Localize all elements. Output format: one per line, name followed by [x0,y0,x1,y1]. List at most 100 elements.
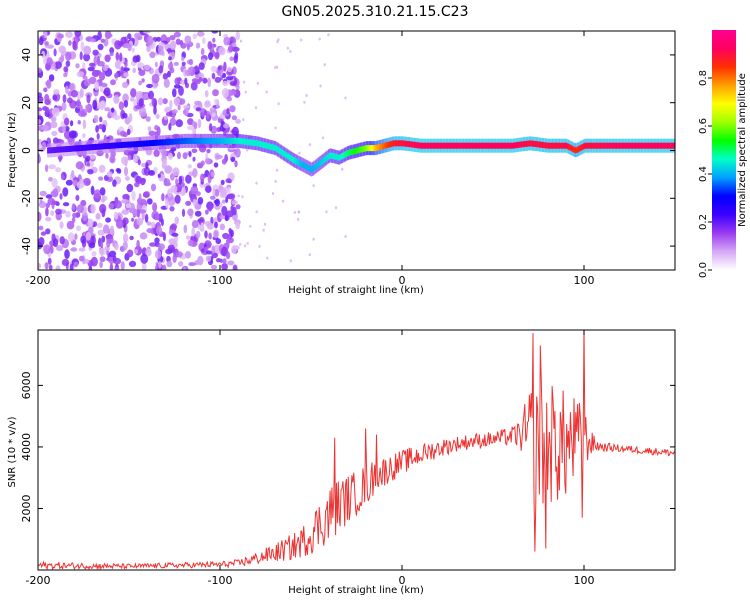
heatmap-cell [451,142,454,149]
heatmap-cell [336,154,339,161]
heatmap-speckle [68,40,72,46]
heatmap-speckle [104,33,113,38]
heatmap-speckle [61,102,67,111]
heatmap-speckle [136,239,140,250]
heatmap-cell [597,142,600,149]
heatmap-speckle [171,109,178,114]
heatmap-speckle [228,89,237,96]
heatmap-speckle [74,31,82,38]
heatmap-cell [303,162,306,169]
heatmap-speckle [75,63,80,69]
heatmap-cell [636,142,639,149]
heatmap-speckle [184,77,188,85]
heatmap-cell [418,142,421,149]
heatmap-speckle [213,230,219,239]
heatmap-speckle [219,258,223,263]
heatmap-speckle [211,72,216,80]
heatmap-speckle [249,224,252,228]
heatmap-speckle [192,198,197,206]
heatmap-speckle [62,125,66,134]
heatmap-speckle [222,80,229,86]
heatmap-speckle [196,31,205,37]
heatmap-cell [641,142,643,149]
heatmap-speckle [168,201,173,207]
heatmap-speckle [52,238,59,248]
heatmap-speckle [50,210,55,217]
heatmap-speckle [55,167,61,173]
heatmap-cell [561,142,563,149]
heatmap-speckle [43,87,48,93]
heatmap-cell [479,142,482,149]
heatmap-speckle [177,151,181,160]
heatmap-speckle [46,44,54,49]
colorbar-tick-label: 0.2 [698,214,709,230]
heatmap-speckle [226,107,230,115]
heatmap-cell [540,141,543,148]
heatmap-cell [584,142,587,149]
heatmap-cell [224,137,227,144]
heatmap-speckle [48,177,53,182]
heatmap-speckle [188,58,194,66]
heatmap-speckle [221,158,227,165]
heatmap-speckle [54,61,62,69]
heatmap-speckle [67,232,75,242]
heatmap-cell [472,142,475,149]
heatmap-cell [135,141,138,148]
heatmap-speckle [93,189,101,199]
heatmap-speckle [149,51,156,59]
heatmap-cell [422,142,425,149]
heatmap-speckle [197,255,204,266]
heatmap-speckle [186,235,191,240]
heatmap-speckle [162,73,169,80]
heatmap-speckle [195,42,201,49]
heatmap-speckle [150,183,157,192]
heatmap-cell [600,142,603,149]
heatmap-speckle [344,235,347,238]
heatmap-cell [406,141,409,147]
heatmap-speckle [192,156,196,162]
heatmap-cell [141,140,144,147]
heatmap-speckle [142,31,151,34]
heatmap-speckle [145,116,151,122]
heatmap-cell [86,144,89,151]
heatmap-speckle [127,154,132,161]
heatmap-speckle [115,52,120,61]
heatmap-cell [258,140,260,147]
heatmap-cell [262,142,265,148]
colorbar-tick-label: 0.4 [698,166,709,182]
heatmap-cell [556,142,559,149]
heatmap-speckle [210,171,215,178]
heatmap-cell [52,147,55,154]
heatmap-cell [79,145,81,152]
heatmap-cell [291,156,294,163]
heatmap-cell [657,142,659,149]
heatmap-cell [301,161,304,168]
heatmap-speckle [52,188,59,198]
heatmap-speckle [56,245,64,252]
heatmap-speckle [111,107,115,113]
heatmap-speckle [90,38,96,43]
heatmap-cell [355,147,358,154]
heatmap-cell [109,142,112,149]
heatmap-cell [425,142,428,149]
heatmap-speckle [341,167,344,171]
heatmap-speckle [100,100,107,109]
heatmap-speckle [163,78,170,88]
heatmap-speckle [145,248,152,257]
heatmap-speckle [169,35,176,41]
heatmap-cell [542,142,544,148]
heatmap-cell [411,141,413,148]
heatmap-cell [163,139,166,146]
heatmap-cell [175,138,177,145]
heatmap-speckle [59,236,65,245]
heatmap-cell [221,137,224,144]
heatmap-speckle [214,221,218,229]
heatmap-speckle [210,264,218,270]
heatmap-speckle [44,94,50,102]
heatmap-speckle [39,190,47,197]
heatmap-speckle [124,61,128,68]
heatmap-speckle [154,213,160,221]
heatmap-cell [382,143,384,150]
heatmap-speckle [173,61,179,66]
heatmap-x-tick-label: -100 [208,274,233,287]
